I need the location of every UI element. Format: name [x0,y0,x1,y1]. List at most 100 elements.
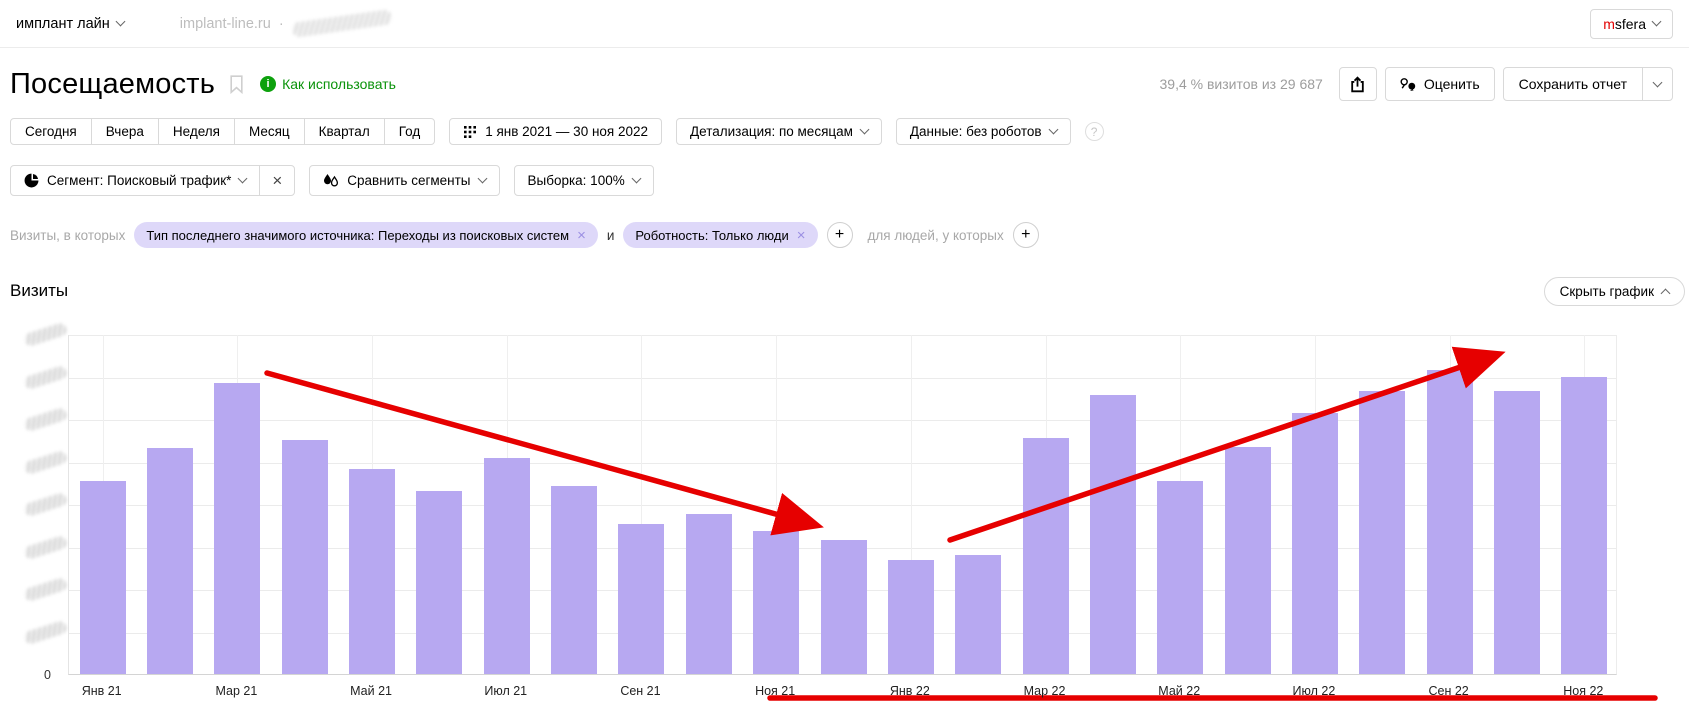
visits-bar-Мар-22[interactable] [1022,438,1069,674]
save-report-split-button: Сохранить отчет [1502,67,1673,101]
share-icon [1351,75,1365,92]
visits-bar-Апр-22[interactable] [1089,395,1136,674]
calendar-grid-icon [464,125,477,138]
detalization-label: Детализация: по месяцам [690,124,853,139]
h-gridline [69,420,1616,421]
redacted-y-tick-label [23,321,68,348]
save-report-button[interactable]: Сохранить отчет [1518,76,1627,92]
visits-bar-Апр-21[interactable] [281,440,328,674]
visits-bar-Июл-22[interactable] [1291,413,1338,674]
redacted-y-tick-label [23,491,68,518]
filter-chip-source-label: Тип последнего значимого источника: Пере… [146,227,570,243]
people-filter-prefix: для людей, у которых [867,227,1004,243]
period-quarter[interactable]: Квартал [303,118,385,145]
x-axis-label: Мар 22 [1023,684,1066,698]
site-domain: implant-line.ru [179,15,271,32]
visits-bar-Ноя-21[interactable] [753,531,800,674]
add-people-filter-button[interactable]: + [1012,222,1039,248]
x-axis-label: Янв 22 [889,684,930,698]
help-icon[interactable]: ? [1084,122,1104,141]
pie-segment-icon [24,173,39,188]
visits-bar-Авг-22[interactable] [1359,391,1406,674]
chevron-down-icon [859,124,870,135]
redacted-counter-id [291,9,393,38]
counter-switcher[interactable]: имплант лайн [16,15,126,32]
how-to-use-label: Как использовать [282,76,396,92]
segment-remove-button[interactable]: × [259,166,294,195]
close-icon[interactable]: × [796,226,806,244]
filter-bar: Визиты, в которых Тип последнего значимо… [10,222,1673,248]
period-presets: Сегодня Вчера Неделя Месяц Квартал Год [10,118,436,145]
period-today[interactable]: Сегодня [10,118,92,145]
visits-bar-Фев-21[interactable] [147,448,194,674]
h-gridline [69,377,1616,379]
period-year[interactable]: Год [383,118,436,145]
chevron-down-icon [631,173,642,184]
close-icon[interactable]: × [577,226,586,244]
chevron-down-icon [237,173,248,184]
period-week[interactable]: Неделя [157,118,235,145]
period-bar: Сегодня Вчера Неделя Месяц Квартал Год 1… [10,118,1673,145]
visits-bar-Дек-21[interactable] [820,540,867,674]
visits-bar-Сен-21[interactable] [618,524,665,674]
h-gridline [69,462,1616,464]
visits-share-stat: 39,4 % визитов из 29 687 [1159,76,1323,92]
visits-bar-Июн-22[interactable] [1224,447,1271,674]
export-button[interactable] [1338,67,1377,101]
visits-bar-Июн-21[interactable] [416,491,463,674]
redacted-y-tick-label [23,619,68,645]
x-axis-label: Сен 22 [1428,684,1469,698]
x-axis-label: Сен 21 [620,684,661,698]
quotes-icon [1400,77,1416,91]
dot-separator: · [278,15,284,32]
visits-bar-Ноя-22[interactable] [1561,377,1608,674]
account-letter: m [1603,15,1615,32]
chevron-down-icon [1651,16,1662,27]
period-yesterday[interactable]: Вчера [90,118,159,145]
visits-bar-Окт-22[interactable] [1493,391,1540,674]
filter-chip-source[interactable]: Тип последнего значимого источника: Пере… [134,222,598,248]
redacted-y-tick-label [23,364,68,390]
add-visit-filter-button[interactable]: + [826,222,853,248]
v-gridline [910,335,912,674]
hide-chart-button[interactable]: Скрыть график [1543,276,1685,306]
visits-bar-Авг-21[interactable] [551,486,598,674]
visits-bar-Сен-22[interactable] [1426,370,1473,674]
x-axis-label: Ноя 21 [755,684,796,698]
visits-bar-Янв-22[interactable] [887,560,934,674]
sampling-dropdown[interactable]: Выборка: 100% [513,165,654,196]
chevron-down-icon [1048,124,1059,135]
x-axis-label: Мар 21 [215,684,258,698]
visits-bar-Май-22[interactable] [1157,481,1204,674]
redacted-y-tick-label [23,576,68,603]
redacted-y-tick-label [23,449,68,475]
rate-button[interactable]: Оценить [1384,67,1495,101]
x-axis-label: Ноя 22 [1563,684,1604,698]
account-menu-button[interactable]: m sfera [1590,8,1673,39]
visits-bar-Янв-21[interactable] [79,481,126,674]
date-range-button[interactable]: 1 янв 2021 — 30 ноя 2022 [449,118,663,145]
account-name: sfera [1614,15,1646,32]
counter-name: имплант лайн [16,15,110,32]
segment-label: Сегмент: Поисковый трафик* [47,173,232,188]
x-axis-label: Май 21 [350,684,392,698]
detalization-dropdown[interactable]: Детализация: по месяцам [676,118,882,145]
page-title: Посещаемость [10,67,216,100]
how-to-use-link[interactable]: i Как использовать [260,76,396,92]
x-axis-label: Май 22 [1158,684,1201,698]
visits-bar-Июл-21[interactable] [483,458,530,674]
filter-chip-robots[interactable]: Роботность: Только люди × [623,222,818,248]
visits-bar-Мар-21[interactable] [214,383,261,674]
visits-bar-Май-21[interactable] [349,469,396,674]
visits-bar-Фев-22[interactable] [955,555,1002,674]
save-report-dropdown[interactable] [1642,68,1672,100]
compare-segments-dropdown[interactable]: Сравнить сегменты [309,165,500,196]
segment-dropdown[interactable]: Сегмент: Поисковый трафик* [11,173,259,188]
period-month[interactable]: Месяц [233,118,305,145]
redacted-y-tick-label [23,534,68,560]
segment-dropdown-group: Сегмент: Поисковый трафик* × [10,165,296,196]
data-mode-dropdown[interactable]: Данные: без роботов [895,118,1071,145]
visits-bar-Окт-21[interactable] [685,514,732,674]
bookmark-icon[interactable] [229,74,244,94]
info-icon: i [260,76,277,92]
